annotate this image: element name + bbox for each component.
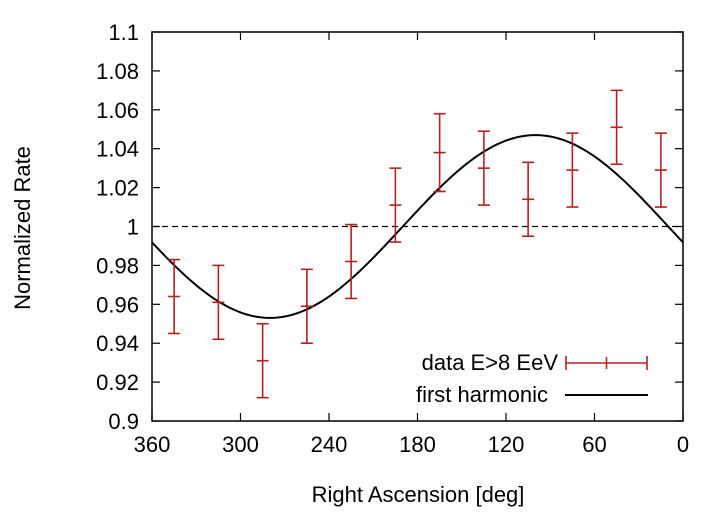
- y-tick-label: 1.06: [96, 98, 139, 123]
- data-point: [168, 258, 181, 335]
- x-tick-label: 120: [488, 432, 525, 457]
- data-point: [345, 223, 358, 300]
- data-point: [566, 132, 579, 208]
- x-tick-label: 240: [311, 432, 348, 457]
- data-point: [433, 112, 446, 193]
- series-errorbars-data: [168, 89, 667, 399]
- data-point: [256, 322, 269, 399]
- data-point: [212, 264, 225, 341]
- data-point: [389, 167, 402, 243]
- legend-label-data: data E>8 EeV: [422, 350, 559, 375]
- x-tick-label: 180: [399, 432, 436, 457]
- data-point: [477, 130, 490, 206]
- legend-swatch-data: [565, 356, 648, 370]
- data-point: [522, 161, 535, 238]
- y-tick-label: 1.04: [96, 137, 139, 162]
- data-point: [610, 89, 623, 166]
- y-tick-label: 0.96: [96, 292, 139, 317]
- y-tick-label: 0.98: [96, 253, 139, 278]
- x-tick-label: 300: [222, 432, 259, 457]
- y-tick-label: 1: [127, 215, 139, 240]
- axis-ticks: [151, 31, 684, 422]
- legend: data E>8 EeV first harmonic: [416, 350, 648, 407]
- y-tick-label: 0.92: [96, 370, 139, 395]
- x-tick-label: 0: [677, 432, 689, 457]
- x-tick-label: 60: [582, 432, 606, 457]
- y-tick-label: 0.94: [96, 331, 139, 356]
- series-line-first-harmonic: [151, 134, 684, 319]
- y-tick-label: 1.08: [96, 59, 139, 84]
- legend-label-harmonic: first harmonic: [416, 382, 548, 407]
- y-tick-label: 1.02: [96, 176, 139, 201]
- y-tick-label: 0.9: [108, 409, 139, 434]
- data-point: [300, 268, 313, 345]
- y-tick-label: 1.1: [108, 20, 139, 45]
- x-tick-label: 360: [134, 432, 171, 457]
- data-point: [654, 132, 667, 208]
- y-axis-title: Normalized Rate: [10, 146, 35, 310]
- axis-tick-labels: 360 300 240 180 120 60 0 0.9 0.92 0.94 0.96 0.98 1 1.…: [96, 20, 689, 457]
- x-axis-title: Right Ascension [deg]: [312, 482, 525, 507]
